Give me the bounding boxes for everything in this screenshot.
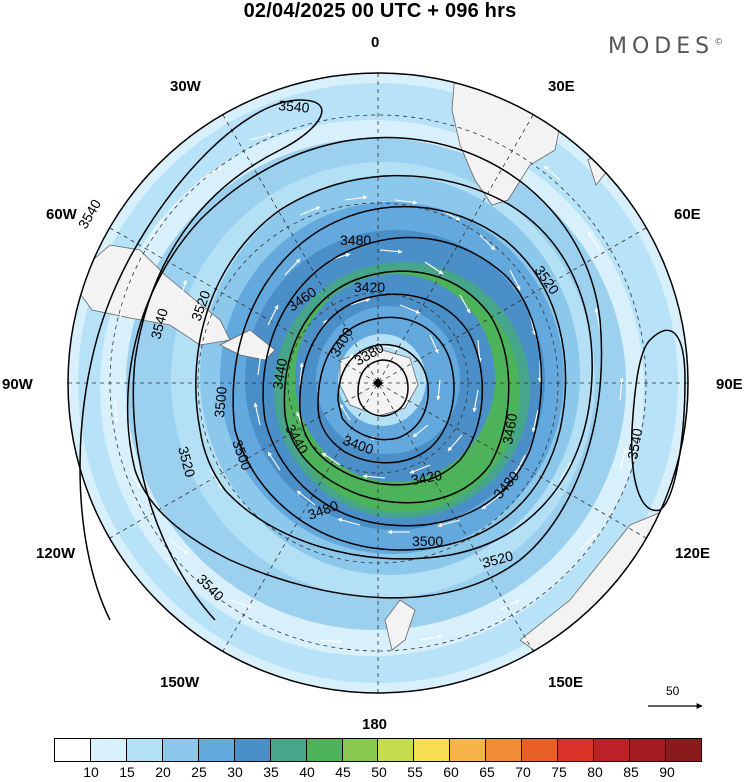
colorbar-tick-label: 35 (263, 764, 279, 780)
colorbar-tick-label: 55 (407, 764, 423, 780)
colorbar-tick-label: 45 (335, 764, 351, 780)
colorbar (54, 738, 702, 762)
map-border (67, 72, 689, 694)
colorbar-tick-label: 80 (587, 764, 603, 780)
lon-label-150e: 150E (548, 674, 584, 691)
wind-speed-shading (68, 73, 688, 693)
lon-label-30e: 30E (548, 78, 575, 95)
lon-label-120w: 120W (36, 545, 76, 562)
lon-label-90e: 90E (716, 376, 743, 393)
colorbar-swatch (594, 739, 630, 761)
colorbar-tick-label: 75 (551, 764, 567, 780)
lon-label-30w: 30W (170, 78, 201, 95)
colorbar-swatch (162, 739, 199, 761)
contour-label: 3480 (340, 232, 371, 248)
chart-title: 02/04/2025 00 UTC + 096 hrs (243, 0, 517, 22)
colorbar-swatch (450, 739, 487, 761)
contour-label: 3440 (269, 357, 290, 391)
contour-label: 3420 (410, 467, 444, 488)
graticule (68, 73, 688, 693)
colorbar-tick-label: 15 (119, 764, 135, 780)
lon-label-0: 0 (371, 34, 380, 51)
contour-label: 3460 (499, 412, 520, 446)
colorbar-swatch (270, 739, 307, 761)
colorbar-swatch (414, 739, 451, 761)
reference-vector: 50 (640, 684, 710, 714)
colorbar-swatch (558, 739, 595, 761)
colorbar-swatch (486, 739, 523, 761)
colorbar-tick-label: 70 (515, 764, 531, 780)
colorbar-labels: 10 15 20 25 30 35 40 45 50 55 60 65 70 75 80 85 90 (54, 764, 702, 782)
contour-label: 3520 (481, 547, 515, 571)
contour-label: 3540 (75, 196, 105, 231)
copyright-mark: © (714, 37, 724, 48)
colorbar-swatch (198, 739, 235, 761)
lon-label-90w: 90W (2, 376, 33, 393)
brand-text: MODES (608, 34, 715, 59)
south-pole-marker (373, 378, 383, 388)
lon-label-150w: 150W (160, 674, 200, 691)
colorbar-tick-label: 50 (371, 764, 387, 780)
colorbar-tick-label: 20 (155, 764, 171, 780)
new-zealand-land (384, 599, 416, 651)
antarctic-peninsula-land (219, 329, 276, 361)
colorbar-swatch (126, 739, 163, 761)
lon-label-120e: 120E (675, 545, 711, 562)
lon-label-180: 180 (362, 716, 388, 733)
colorbar-tick-label: 85 (623, 764, 639, 780)
colorbar-tick-label: 60 (443, 764, 459, 780)
colorbar-tick-label: 10 (83, 764, 99, 780)
colorbar-swatch (665, 739, 701, 761)
colorbar-swatch (306, 739, 343, 761)
colorbar-tick-label: 25 (191, 764, 207, 780)
colorbar-tick-label: 30 (227, 764, 243, 780)
colorbar-swatch (55, 739, 91, 761)
contour-label: 3500 (211, 386, 230, 419)
contour-label: 3540 (278, 97, 311, 116)
colorbar-swatch (234, 739, 271, 761)
reference-vector-label: 50 (666, 684, 680, 698)
modes-logo: MODES© (608, 34, 723, 59)
lon-label-60w: 60W (46, 206, 77, 223)
colorbar-swatch (522, 739, 559, 761)
colorbar-swatch (90, 739, 127, 761)
colorbar-tick-label: 65 (479, 764, 495, 780)
colorbar-tick-label: 40 (299, 764, 315, 780)
colorbar-swatch (378, 739, 415, 761)
lon-label-60e: 60E (674, 206, 701, 223)
contour-label: 3520 (175, 445, 199, 479)
contour-label: 3540 (147, 306, 171, 340)
contour-label: 3540 (624, 427, 645, 461)
colorbar-swatch (630, 739, 666, 761)
colorbar-tick-label: 90 (659, 764, 675, 780)
contour-label: 3420 (354, 279, 385, 295)
reference-arrow-icon (648, 703, 703, 709)
colorbar-swatch (342, 739, 379, 761)
polar-map: 3540 3540 3520 3540 3520 3500 3480 3460 … (67, 72, 689, 694)
contour-label: 3500 (412, 533, 443, 549)
